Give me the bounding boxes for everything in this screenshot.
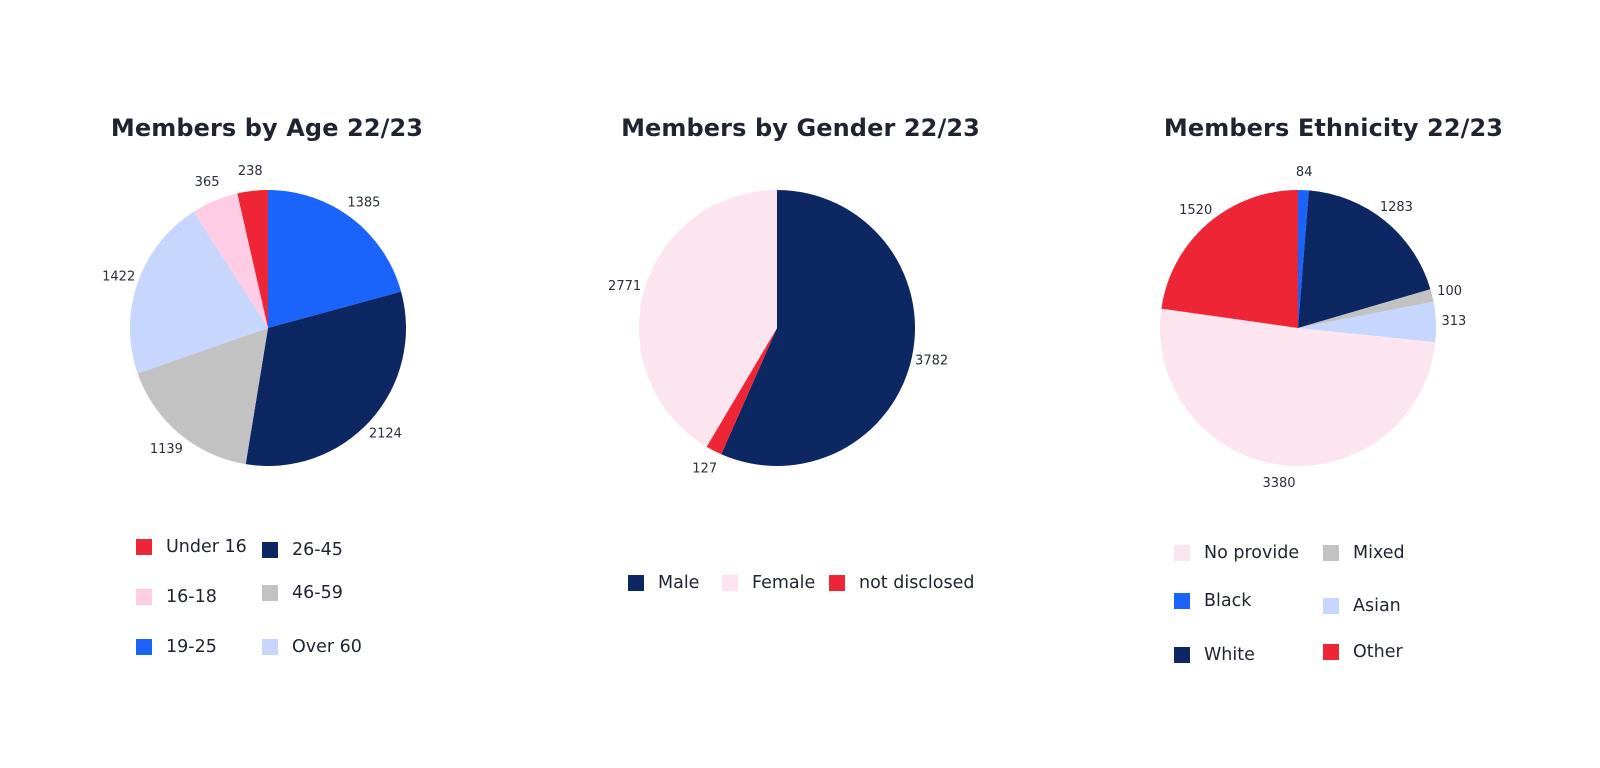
data-label-46-59: 1139 [150, 442, 183, 457]
pie-slice-other [1161, 190, 1298, 328]
legend-swatch [136, 589, 152, 605]
data-label-male: 3782 [915, 354, 948, 369]
pie-slice-26-45 [245, 291, 406, 466]
legend-swatch [1323, 545, 1339, 561]
legend-label: Other [1353, 642, 1403, 662]
legend-label: Over 60 [292, 637, 362, 657]
pie-slice-mixed [1298, 289, 1434, 328]
pie-slice-19-25 [268, 190, 402, 328]
legend-item-female: Female [722, 572, 815, 594]
legend-item-not-disclosed: not disclosed [829, 572, 975, 594]
data-label-female: 2771 [608, 279, 641, 294]
legend-item-19-25: 19-25 [136, 636, 217, 658]
legend-swatch [1174, 545, 1190, 561]
legend-swatch [262, 542, 278, 558]
ethnicity-chart-panel: Members Ethnicity 22/23 84 1283 100 313 3380… [1067, 0, 1600, 768]
legend-item-under-16: Under 16 [136, 536, 247, 558]
data-label-mixed: 100 [1437, 284, 1462, 299]
pie-slice-under-16 [237, 190, 268, 328]
legend-label: White [1204, 645, 1255, 665]
data-label-16-18: 365 [195, 175, 220, 190]
legend-item-other: Other [1323, 641, 1403, 663]
legend-item-asian: Asian [1323, 595, 1401, 617]
gender-pie-chart: 3782 127 2771 [608, 190, 948, 477]
pie-slice-asian [1298, 301, 1436, 343]
pie-slice-46-59 [137, 328, 268, 465]
legend-swatch [262, 585, 278, 601]
pie-slice-female [639, 190, 777, 447]
data-label-other: 1520 [1179, 203, 1212, 218]
legend-item-no-provide: No provide [1174, 542, 1299, 564]
pie-slice-not-disclosed [706, 328, 777, 455]
pie-slice-black [1298, 189, 1309, 328]
age-pie-chart: 1385 2124 1139 1422 365 238 [102, 164, 406, 466]
legend-swatch [136, 639, 152, 655]
legend-label: 16-18 [166, 587, 217, 607]
legend-label: Mixed [1353, 543, 1405, 563]
data-label-over-60: 1422 [102, 269, 135, 284]
legend-item-black: Black [1174, 590, 1251, 612]
legend-label: 26-45 [292, 540, 343, 560]
legend-item-over-60: Over 60 [262, 636, 362, 658]
legend-item-16-18: 16-18 [136, 586, 217, 608]
data-label-white: 1283 [1380, 200, 1413, 215]
legend-item-26-45: 26-45 [262, 539, 343, 561]
legend-swatch [1323, 644, 1339, 660]
pie-slice-16-18 [193, 193, 268, 328]
legend-item-male: Male [628, 572, 699, 594]
pie-slice-white [1298, 190, 1431, 328]
gender-chart-panel: Members by Gender 22/23 3782 127 2771 Male… [534, 0, 1067, 768]
legend-swatch [628, 575, 644, 591]
chart-title: Members by Age 22/23 [110, 114, 424, 142]
age-chart-panel: Members by Age 22/23 1385 2124 1139 1422 365… [0, 0, 534, 768]
legend-item-mixed: Mixed [1323, 542, 1405, 564]
legend-label: 19-25 [166, 637, 217, 657]
legend-label: No provide [1204, 543, 1300, 563]
pie-slice-male [721, 190, 916, 466]
legend-label: Asian [1353, 596, 1401, 616]
legend-label: Black [1204, 591, 1252, 611]
legend-swatch [1174, 593, 1190, 609]
data-label-black: 84 [1296, 165, 1313, 180]
ethnicity-pie-chart: 84 1283 100 313 3380 1520 [1159, 165, 1466, 491]
legend-label: 46-59 [292, 583, 343, 603]
chart-title: Members Ethnicity 22/23 [1163, 114, 1504, 142]
data-label-no-provide: 3380 [1262, 476, 1295, 491]
legend-swatch [829, 575, 845, 591]
legend-item-46-59: 46-59 [262, 582, 343, 604]
legend-swatch [1323, 598, 1339, 614]
data-label-19-25: 1385 [347, 195, 380, 210]
data-label-under-16: 238 [238, 164, 263, 179]
legend-label: not disclosed [859, 573, 975, 593]
legend-item-white: White [1174, 644, 1255, 666]
legend-label: Female [752, 573, 816, 593]
pie-slice-no-provide [1159, 308, 1436, 467]
legend-swatch [136, 539, 152, 555]
data-label-26-45: 2124 [369, 427, 402, 442]
pie-slice-over-60 [129, 211, 268, 374]
chart-title: Members by Gender 22/23 [621, 114, 980, 142]
legend-swatch [1174, 647, 1190, 663]
legend-swatch [262, 639, 278, 655]
data-label-asian: 313 [1441, 314, 1466, 329]
legend-label: Under 16 [166, 537, 247, 557]
legend-swatch [722, 575, 738, 591]
legend-label: Male [658, 573, 700, 593]
data-label-not-disclosed: 127 [692, 462, 717, 477]
